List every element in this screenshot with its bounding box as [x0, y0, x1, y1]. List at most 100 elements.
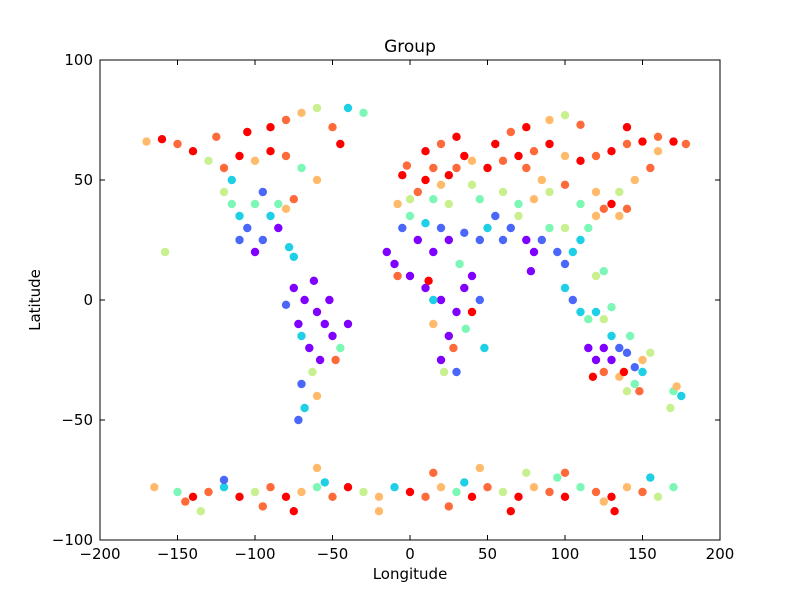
- data-point: [343, 483, 353, 492]
- data-point: [591, 151, 601, 161]
- data-point: [359, 108, 368, 118]
- data-point: [560, 468, 570, 477]
- data-point: [196, 507, 205, 516]
- data-point: [250, 487, 260, 497]
- data-point: [681, 139, 691, 149]
- data-point: [294, 319, 303, 329]
- data-point: [281, 151, 291, 161]
- data-point: [436, 295, 446, 305]
- data-point: [250, 247, 260, 257]
- data-point: [173, 139, 182, 149]
- data-point: [498, 235, 508, 245]
- data-point: [212, 132, 221, 141]
- data-point: [436, 355, 446, 365]
- data-point: [584, 343, 593, 353]
- data-point: [615, 187, 624, 197]
- data-point: [294, 415, 303, 425]
- data-point: [173, 487, 182, 497]
- data-point: [243, 127, 252, 137]
- data-point: [467, 271, 477, 281]
- data-point: [483, 483, 492, 492]
- data-point: [568, 295, 577, 305]
- data-point: [646, 163, 655, 173]
- data-point: [672, 382, 681, 391]
- data-point: [436, 483, 446, 492]
- data-point: [460, 228, 469, 237]
- x-tick-label: 100: [551, 545, 580, 563]
- data-point: [607, 147, 616, 156]
- data-point: [308, 367, 317, 377]
- data-point: [312, 175, 322, 185]
- data-point: [475, 195, 484, 204]
- data-point: [429, 195, 438, 204]
- data-point: [258, 187, 267, 197]
- data-point: [219, 483, 229, 492]
- plot-background: [100, 60, 720, 540]
- data-point: [390, 483, 399, 492]
- data-point: [274, 199, 283, 209]
- data-point: [625, 331, 635, 341]
- data-point: [599, 204, 608, 213]
- data-point: [328, 123, 337, 132]
- data-point: [638, 367, 647, 377]
- data-point: [630, 175, 639, 185]
- data-point: [576, 120, 585, 129]
- data-point: [666, 403, 675, 413]
- data-point: [467, 492, 477, 501]
- data-point: [328, 331, 337, 341]
- data-point: [258, 235, 267, 245]
- data-point: [599, 267, 608, 276]
- data-point: [429, 163, 438, 173]
- data-point: [491, 139, 500, 149]
- data-point: [439, 367, 449, 377]
- data-point: [444, 331, 453, 341]
- data-point: [638, 137, 647, 146]
- data-point: [449, 343, 458, 353]
- data-point: [467, 307, 477, 317]
- data-point: [315, 355, 325, 365]
- data-point: [599, 343, 608, 353]
- data-point: [343, 319, 353, 329]
- data-point: [243, 223, 252, 233]
- data-point: [646, 473, 655, 482]
- data-point: [529, 247, 539, 257]
- data-point: [393, 199, 402, 209]
- data-point: [266, 211, 275, 221]
- data-point: [405, 195, 415, 204]
- data-point: [444, 199, 453, 209]
- data-point: [325, 295, 334, 305]
- data-point: [343, 103, 353, 113]
- y-tick-label: 0: [83, 291, 93, 309]
- data-point: [669, 137, 678, 146]
- data-point: [522, 235, 531, 245]
- data-point: [297, 108, 306, 118]
- data-point: [390, 259, 399, 269]
- data-point: [460, 283, 469, 293]
- data-point: [529, 195, 539, 204]
- data-point: [250, 199, 260, 209]
- data-point: [591, 487, 601, 497]
- data-point: [591, 307, 601, 317]
- data-point: [359, 487, 368, 497]
- x-tick-label: 50: [478, 545, 497, 563]
- data-point: [429, 295, 438, 305]
- data-point: [188, 492, 198, 501]
- data-point: [297, 379, 306, 389]
- data-point: [560, 283, 570, 293]
- data-point: [393, 271, 402, 281]
- data-point: [421, 147, 430, 156]
- data-point: [421, 492, 430, 501]
- data-point: [576, 156, 585, 165]
- data-point: [235, 151, 244, 161]
- x-tick-label: 200: [706, 545, 735, 563]
- y-axis: −100 −50 0 50 100: [52, 51, 720, 549]
- data-point: [429, 247, 438, 257]
- data-point: [588, 372, 598, 381]
- x-tick-label: 0: [405, 545, 415, 563]
- data-point: [677, 391, 686, 401]
- data-point: [622, 123, 632, 132]
- data-point: [436, 139, 446, 149]
- data-point: [460, 478, 469, 487]
- data-point: [281, 492, 291, 501]
- data-point: [219, 187, 229, 197]
